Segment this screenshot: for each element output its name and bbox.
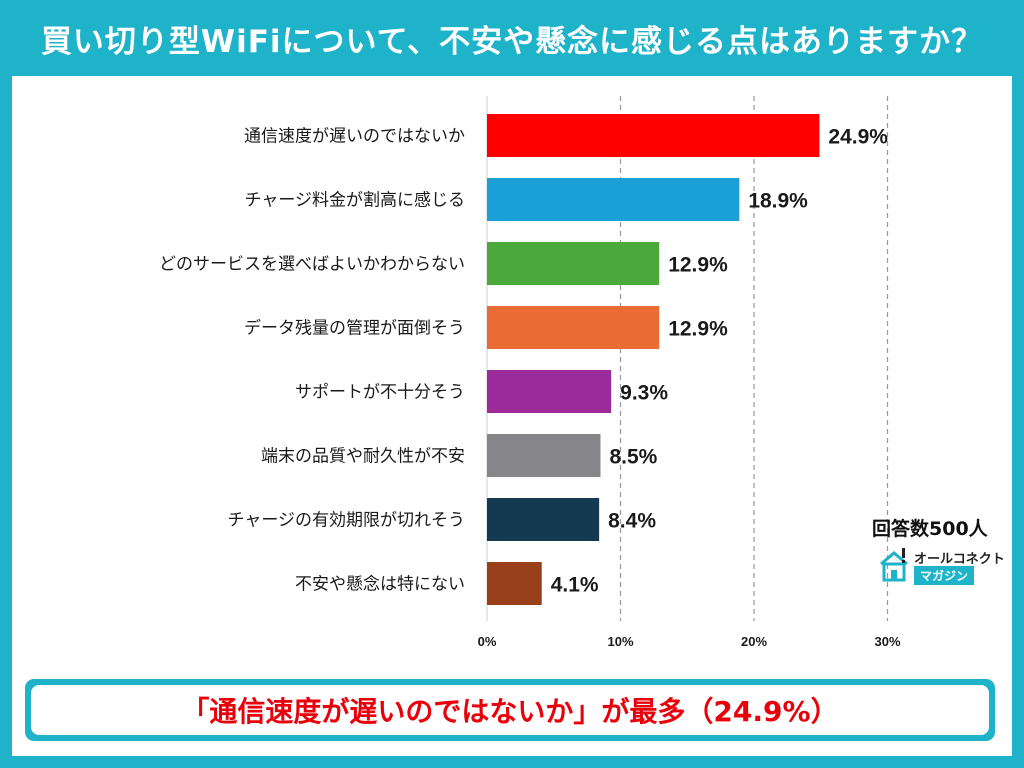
logo-sub: マガジン	[914, 566, 975, 585]
value-label-4: 9.3%	[620, 382, 668, 405]
chart-card: 通信速度が遅いのではないか 24.9% チャージ料金が割高に感じる 18.9% どのサー…	[12, 76, 1012, 756]
value-label-2: 12.9%	[668, 254, 728, 277]
x-tick-label-30: 30%	[874, 634, 900, 649]
bar-7	[487, 562, 542, 605]
value-label-3: 12.9%	[668, 318, 728, 341]
x-tick-label-0: 0%	[478, 634, 497, 649]
bar-5	[487, 434, 601, 477]
category-label-4: サポートが不十分そう	[295, 383, 465, 403]
category-label-1: チャージ料金が割高に感じる	[245, 191, 466, 211]
bar-1	[487, 178, 740, 221]
house-wifi-icon	[880, 548, 908, 582]
x-tick-label-10: 10%	[607, 634, 633, 649]
bar-4	[487, 370, 612, 413]
category-label-2: どのサービスを選べばよいかわからない	[159, 255, 465, 275]
x-tick-label-20: 20%	[741, 634, 767, 649]
category-label-0: 通信速度が遅いのではないか	[244, 127, 465, 147]
bar-6	[487, 498, 600, 541]
value-label-6: 8.4%	[608, 510, 656, 533]
category-label-3: データ残量の管理が面倒そう	[244, 318, 465, 339]
value-label-0: 24.9%	[828, 126, 888, 149]
bar-chart: 通信速度が遅いのではないか 24.9% チャージ料金が割高に感じる 18.9% どのサー…	[159, 96, 901, 649]
category-label-7: 不安や懸念は特にない	[295, 574, 465, 595]
brand-logo: オールコネクト マガジン	[878, 546, 1005, 586]
value-label-7: 4.1%	[551, 574, 599, 597]
conclusion-text: 「通信速度が遅いのではないか」が最多（24.9%）	[181, 695, 839, 728]
conclusion-banner: 「通信速度が遅いのではないか」が最多（24.9%）	[22, 676, 998, 744]
respondent-count: 回答数500人	[872, 518, 988, 540]
conclusion-box: 「通信速度が遅いのではないか」が最多（24.9%）	[31, 685, 989, 735]
bar-0	[487, 114, 820, 157]
value-label-5: 8.5%	[609, 446, 657, 469]
chart-title: 買い切り型WiFiについて、不安や懸念に感じる点はありますか？	[40, 23, 984, 60]
value-label-1: 18.9%	[748, 190, 808, 213]
bar-3	[487, 306, 660, 349]
category-label-5: 端末の品質や耐久性が不安	[261, 447, 465, 467]
bar-2	[487, 242, 660, 285]
category-label-6: チャージの有効期限が切れそう	[228, 511, 466, 531]
logo-name: オールコネクト	[914, 552, 1005, 567]
